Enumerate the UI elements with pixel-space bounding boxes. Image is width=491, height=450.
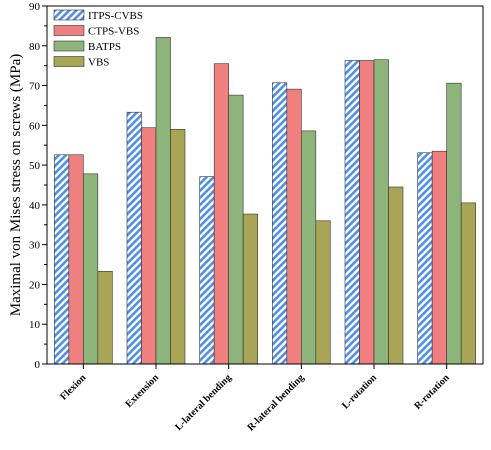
- y-tick-label: 10: [29, 319, 41, 331]
- y-tick-label: 90: [29, 1, 41, 13]
- legend-swatch: [53, 9, 85, 21]
- bar-itps-cvbs-flexion: [54, 154, 70, 365]
- legend-swatch: [53, 56, 85, 67]
- y-axis-label: Maximal von Mises stress on screws (MPa): [8, 54, 24, 316]
- y-tick-label: 40: [29, 200, 41, 212]
- bar-vbs-r-lateral-bending: [315, 220, 331, 365]
- bar-itps-cvbs-r-rotation: [417, 152, 433, 365]
- x-tick-label: Flexion: [58, 372, 88, 402]
- bar-itps-cvbs-extension: [126, 111, 142, 365]
- bar-ctps-vbs-l-rotation: [359, 60, 375, 365]
- y-tick-label: 0: [35, 359, 41, 371]
- bar-itps-cvbs-l-rotation: [344, 60, 360, 365]
- bar-batps-r-lateral-bending: [301, 130, 317, 365]
- bar-itps-cvbs-l-lateral-bending: [199, 176, 215, 365]
- bar-vbs-l-lateral-bending: [242, 213, 258, 365]
- bar-vbs-flexion: [97, 271, 113, 365]
- x-tick-label: R-lateral bending: [245, 372, 306, 433]
- y-tick-label: 20: [29, 279, 41, 291]
- bar-batps-l-rotation: [373, 59, 389, 365]
- bar-vbs-l-rotation: [388, 186, 404, 365]
- legend-label: VBS: [88, 57, 109, 69]
- legend-label: BATPS: [88, 41, 121, 53]
- legend-label: ITPS-CVBS: [88, 10, 143, 22]
- y-tick-label: 50: [29, 160, 41, 172]
- bar-ctps-vbs-r-lateral-bending: [286, 88, 302, 365]
- x-tick-label: R-rotation: [412, 372, 452, 412]
- bar-ctps-vbs-extension: [141, 127, 157, 365]
- y-tick-label: 60: [29, 120, 41, 132]
- y-tick-label: 70: [29, 81, 41, 93]
- bar-batps-extension: [155, 37, 171, 365]
- legend-swatch: [53, 40, 85, 52]
- bar-batps-l-lateral-bending: [228, 94, 244, 365]
- legend-swatch: [53, 25, 85, 36]
- bar-batps-flexion: [83, 173, 99, 365]
- y-tick-label: 80: [29, 41, 41, 53]
- legend-label: CTPS-VBS: [88, 26, 139, 38]
- x-tick-label: L-lateral bending: [173, 372, 234, 433]
- x-tick-label: L-rotation: [340, 372, 379, 411]
- bar-ctps-vbs-l-lateral-bending: [213, 63, 229, 365]
- bar-ctps-vbs-r-rotation: [431, 150, 447, 365]
- legend: ITPS-CVBS CTPS-VBS BATPS VBS: [53, 9, 143, 69]
- bar-ctps-vbs-flexion: [68, 154, 84, 365]
- bar-batps-r-rotation: [446, 82, 462, 365]
- bar-vbs-r-rotation: [460, 202, 476, 365]
- plot-frame: [46, 5, 484, 365]
- x-tick-label: Extension: [123, 372, 161, 410]
- y-tick-label: 30: [29, 240, 41, 252]
- bar-vbs-extension: [170, 129, 186, 365]
- bar-itps-cvbs-r-lateral-bending: [272, 82, 288, 365]
